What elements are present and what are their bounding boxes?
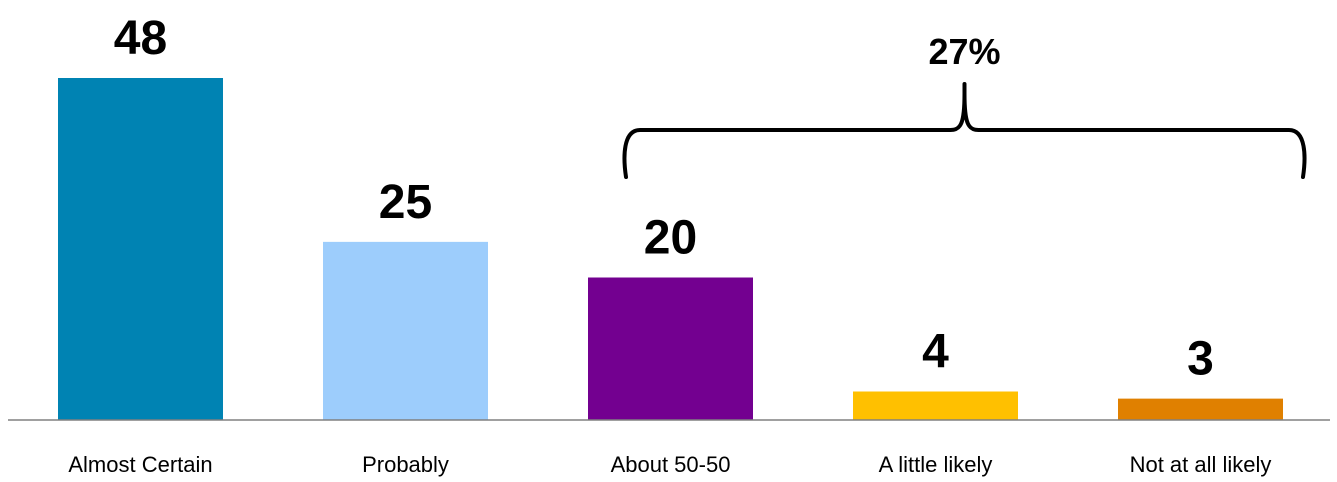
bracket-label: 27% <box>928 31 1000 72</box>
bar-almost-certain <box>58 78 223 420</box>
bar-a-little-likely <box>853 391 1018 420</box>
bar-not-at-all-likely <box>1118 398 1283 420</box>
value-label-a-little-likely: 4 <box>922 326 949 379</box>
category-label-about-50-50: About 50-50 <box>611 452 731 477</box>
value-label-not-at-all-likely: 3 <box>1187 333 1214 386</box>
value-label-probably: 25 <box>379 176 432 229</box>
bar-probably <box>323 241 488 420</box>
category-label-probably: Probably <box>362 452 449 477</box>
value-label-almost-certain: 48 <box>114 12 167 65</box>
category-label-almost-certain: Almost Certain <box>68 452 212 477</box>
category-label-not-at-all-likely: Not at all likely <box>1130 452 1272 477</box>
value-label-about-50-50: 20 <box>644 212 697 265</box>
value-labels-layer: 48 25 20 4 3 <box>114 12 1214 386</box>
category-labels-layer: Almost Certain Probably About 50-50 A littl… <box>68 452 1271 477</box>
bars-layer <box>58 78 1283 420</box>
annotation-layer: 27% <box>622 31 1307 179</box>
bar-about-50-50 <box>588 277 753 420</box>
category-label-a-little-likely: A little likely <box>879 452 993 477</box>
bracket-annotation <box>622 82 1307 179</box>
